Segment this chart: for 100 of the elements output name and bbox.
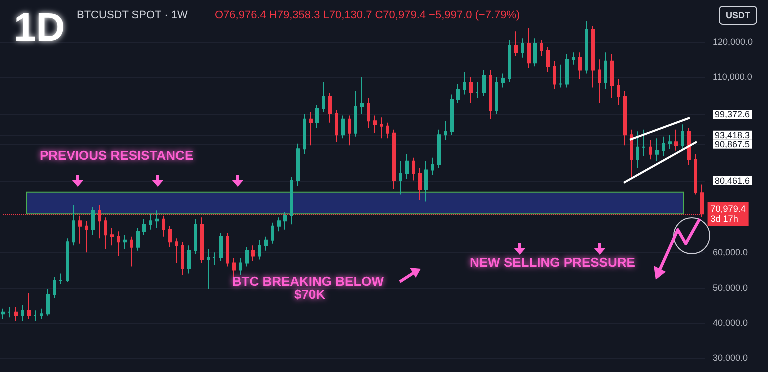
candlestick — [527, 28, 531, 69]
candlestick — [245, 246, 249, 268]
candlestick — [373, 115, 377, 134]
candlestick — [322, 82, 325, 113]
candlestick — [335, 110, 338, 143]
candlestick — [168, 226, 172, 248]
candlestick — [200, 217, 204, 264]
candlestick — [521, 38, 524, 58]
candlestick — [66, 238, 69, 284]
candlestick — [251, 245, 255, 262]
candlestick — [559, 64, 563, 88]
candlestick — [681, 124, 684, 150]
candlestick — [123, 234, 127, 250]
candlestick — [437, 129, 441, 169]
candlestick — [239, 257, 242, 276]
candlestick — [674, 129, 678, 152]
y-tick-label: 110,000.0 — [713, 72, 752, 82]
candlestick — [110, 228, 114, 246]
candlestick — [392, 129, 396, 190]
candlestick — [219, 232, 223, 262]
candlestick — [540, 40, 543, 57]
candlestick — [668, 134, 672, 150]
candlestick — [405, 154, 409, 180]
candlestick — [418, 168, 422, 201]
candlestick — [623, 90, 627, 146]
candlestick — [604, 52, 607, 90]
annotation: BTC BREAKING BELOW $70K — [232, 274, 388, 302]
candlestick — [649, 140, 652, 160]
candlestick — [553, 60, 556, 90]
candlestick — [424, 160, 428, 202]
candlestick — [476, 82, 479, 99]
candlestick — [687, 128, 691, 166]
candlestick — [277, 217, 281, 232]
candlestick — [367, 98, 370, 129]
candlestick — [104, 217, 107, 250]
ref-line-label: 70,979.4 3d 17h — [710, 204, 746, 224]
y-tick-label: 120,000.0 — [713, 37, 754, 48]
candlestick — [572, 52, 575, 66]
candlestick — [341, 115, 345, 140]
candlestick — [578, 52, 582, 80]
candlestick — [450, 94, 454, 136]
candlestick — [46, 289, 50, 316]
candlestick — [226, 232, 229, 268]
y-tick-label: 80,461.6 — [715, 176, 750, 186]
annotation: 1D — [14, 6, 66, 50]
candlestick — [533, 38, 537, 68]
candlestick — [514, 31, 518, 57]
candlestick — [380, 117, 383, 140]
candlestick — [501, 73, 505, 88]
candlestick — [328, 92, 332, 124]
candlestick — [399, 160, 402, 196]
annotation: PREVIOUS RESISTANCE — [40, 148, 194, 163]
y-tick-label: 60,000.0 — [713, 248, 748, 258]
candlestick — [694, 154, 697, 196]
candlestick — [469, 76, 473, 104]
candlestick — [296, 143, 300, 186]
candlestick — [14, 306, 18, 322]
candlestick — [636, 131, 639, 169]
candlestick — [565, 54, 569, 88]
candlestick — [585, 20, 588, 74]
candlestick — [444, 120, 447, 141]
candlestick — [264, 236, 268, 252]
candlestick — [130, 236, 133, 268]
candlestick — [610, 54, 614, 99]
candlestick — [495, 76, 498, 115]
candlestick — [290, 176, 293, 226]
candlestick — [489, 70, 492, 120]
candlestick — [175, 238, 178, 264]
candlestick — [617, 78, 620, 106]
candlestick — [59, 273, 63, 285]
candlestick — [53, 276, 56, 299]
candlestick — [642, 129, 646, 157]
annotation: NEW SELLING PRESSURE — [470, 255, 636, 270]
candlestick — [598, 59, 601, 104]
candlestick — [213, 252, 216, 266]
candlestick — [72, 204, 75, 246]
candlestick — [303, 114, 306, 155]
y-tick-label: 90,867.5 — [715, 139, 750, 150]
candlestick — [386, 122, 389, 140]
candlestick — [662, 136, 665, 157]
candlestick — [508, 40, 511, 83]
candlestick — [591, 26, 595, 88]
candlestick — [655, 138, 659, 162]
candlestick — [271, 222, 274, 244]
text: USDT — [726, 10, 751, 20]
candlestick — [85, 220, 88, 254]
text: BTCUSDT SPOT · 1W — [77, 10, 188, 22]
candlestick — [117, 231, 120, 257]
candlestick — [40, 308, 43, 320]
candlestick — [142, 218, 146, 236]
candlestick — [360, 76, 364, 115]
candlestick — [412, 157, 415, 182]
y-tick-label: 93,418.3 — [715, 130, 750, 140]
candlestick — [181, 242, 184, 276]
candlestick — [315, 104, 319, 129]
candlestick — [136, 228, 140, 252]
candlestick — [482, 70, 486, 98]
candlestick — [348, 115, 351, 146]
candlestick — [149, 214, 152, 230]
candlestick — [630, 129, 633, 178]
